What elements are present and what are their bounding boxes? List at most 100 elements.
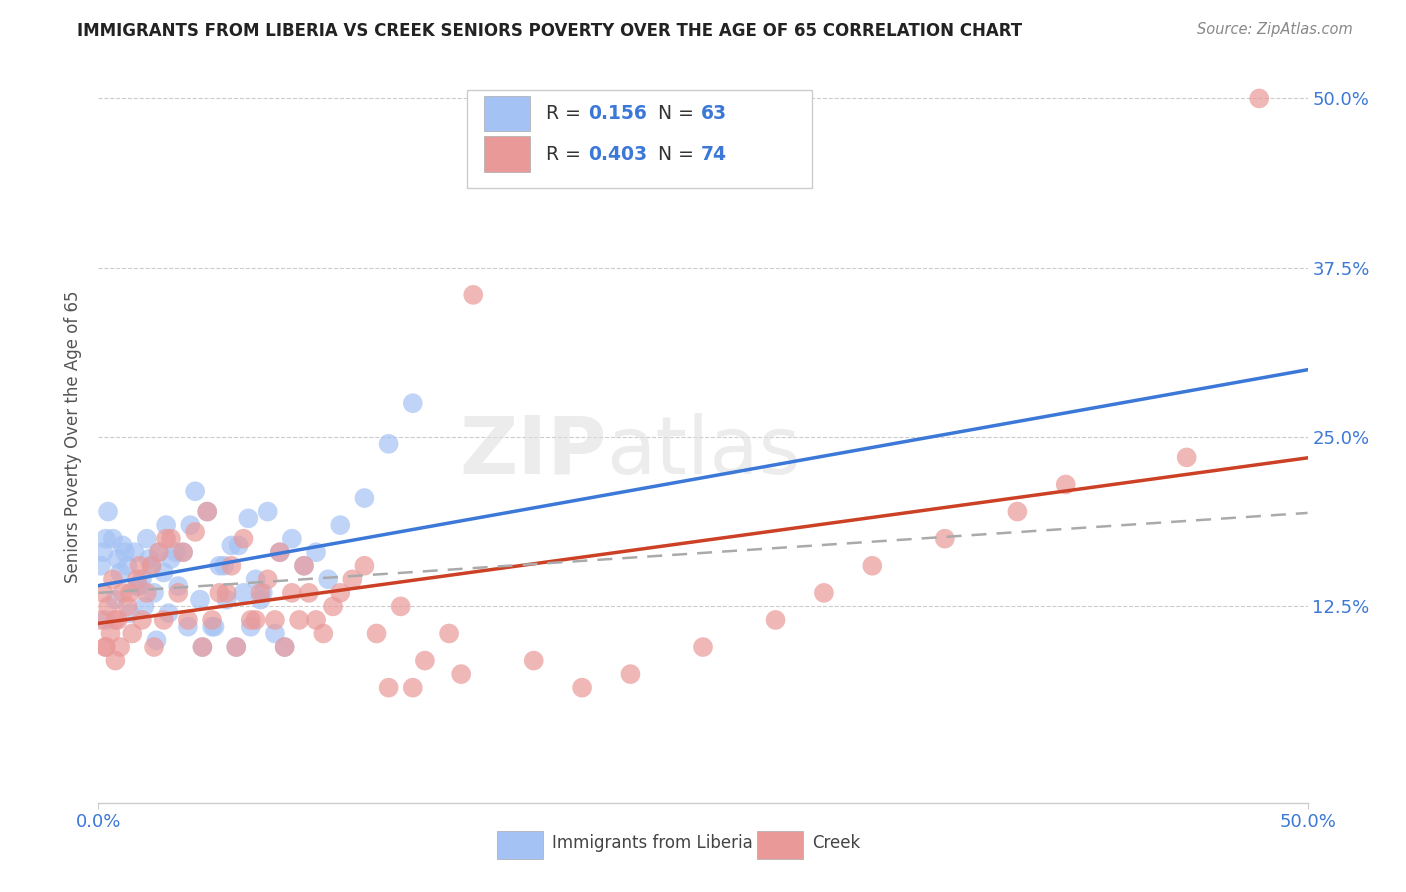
Point	[305, 545, 328, 559]
Point	[160, 532, 183, 546]
Point	[232, 586, 254, 600]
Point	[402, 681, 425, 695]
Point	[1249, 91, 1271, 105]
Point	[245, 613, 267, 627]
Point	[167, 579, 190, 593]
Point	[94, 640, 117, 654]
Text: N =: N =	[658, 104, 700, 123]
Point	[377, 681, 399, 695]
Point	[128, 579, 150, 593]
Point	[322, 599, 344, 614]
Y-axis label: Seniors Poverty Over the Age of 65: Seniors Poverty Over the Age of 65	[65, 291, 83, 583]
Point	[264, 626, 287, 640]
Point	[184, 524, 207, 539]
Point	[208, 558, 231, 573]
Point	[353, 558, 375, 573]
Point	[571, 681, 593, 695]
Point	[118, 606, 141, 620]
Point	[225, 640, 247, 654]
Point	[121, 626, 143, 640]
Point	[152, 613, 174, 627]
Point	[118, 586, 141, 600]
Point	[108, 566, 131, 580]
Point	[104, 592, 127, 607]
Point	[172, 545, 194, 559]
Point	[179, 518, 201, 533]
Point	[97, 599, 120, 614]
Point	[402, 396, 425, 410]
Point	[221, 558, 243, 573]
Point	[463, 288, 485, 302]
Point	[225, 640, 247, 654]
Point	[437, 626, 460, 640]
Point	[141, 558, 163, 573]
Point	[157, 606, 180, 620]
Point	[152, 566, 174, 580]
Point	[377, 437, 399, 451]
Point	[292, 558, 315, 573]
Point	[131, 572, 153, 586]
Point	[1054, 477, 1077, 491]
Point	[329, 518, 352, 533]
Point	[1175, 450, 1198, 465]
Point	[366, 626, 388, 640]
Point	[91, 586, 114, 600]
Point	[232, 532, 254, 546]
Point	[413, 654, 436, 668]
Point	[127, 579, 149, 593]
Point	[281, 586, 304, 600]
Text: 0.403: 0.403	[588, 145, 647, 163]
Point	[281, 532, 304, 546]
Text: IMMIGRANTS FROM LIBERIA VS CREEK SENIORS POVERTY OVER THE AGE OF 65 CORRELATION : IMMIGRANTS FROM LIBERIA VS CREEK SENIORS…	[77, 22, 1022, 40]
Point	[160, 552, 183, 566]
Point	[104, 654, 127, 668]
Point	[117, 558, 139, 573]
Point	[288, 613, 311, 627]
FancyBboxPatch shape	[498, 831, 543, 859]
Point	[342, 572, 364, 586]
Point	[148, 545, 170, 559]
Point	[131, 613, 153, 627]
Point	[177, 613, 200, 627]
Point	[249, 592, 271, 607]
Point	[221, 538, 243, 552]
Point	[273, 640, 295, 654]
Point	[239, 620, 262, 634]
Text: 63: 63	[700, 104, 727, 123]
Point	[177, 620, 200, 634]
Point	[204, 620, 226, 634]
Point	[389, 599, 412, 614]
Point	[195, 505, 218, 519]
Point	[145, 633, 167, 648]
FancyBboxPatch shape	[467, 90, 811, 188]
Point	[264, 613, 287, 627]
Point	[195, 505, 218, 519]
Point	[934, 532, 956, 546]
Point	[305, 613, 328, 627]
Point	[298, 586, 321, 600]
Point	[191, 640, 214, 654]
Point	[201, 620, 224, 634]
Point	[256, 572, 278, 586]
Point	[238, 511, 260, 525]
FancyBboxPatch shape	[758, 831, 803, 859]
Point	[329, 586, 352, 600]
Point	[101, 532, 124, 546]
Point	[316, 572, 339, 586]
Point	[155, 532, 177, 546]
Point	[312, 626, 335, 640]
Point	[134, 599, 156, 614]
Point	[228, 538, 250, 552]
Point	[107, 552, 129, 566]
Point	[101, 572, 124, 586]
FancyBboxPatch shape	[484, 96, 530, 131]
Point	[208, 586, 231, 600]
Point	[172, 545, 194, 559]
Point	[135, 586, 157, 600]
Point	[215, 586, 238, 600]
Text: Source: ZipAtlas.com: Source: ZipAtlas.com	[1197, 22, 1353, 37]
Point	[111, 538, 134, 552]
Point	[167, 586, 190, 600]
Point	[135, 532, 157, 546]
Point	[239, 613, 262, 627]
